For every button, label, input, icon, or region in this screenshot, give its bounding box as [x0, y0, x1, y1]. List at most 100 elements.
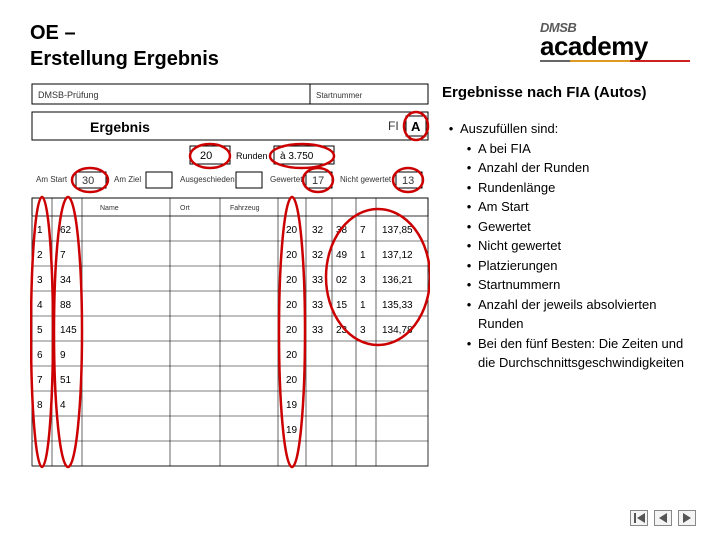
lbl-ngew: Nicht gewertet [340, 175, 392, 184]
table-cell: 20 [286, 350, 298, 361]
logo-stripe [540, 60, 690, 62]
table-cell: 7 [360, 225, 366, 236]
slide-title: OE – Erstellung Ergebnis [30, 20, 219, 72]
bullet-list: • Auszufüllen sind: •A bei FIA•Anzahl de… [442, 119, 690, 373]
sub-bullet-text: Anzahl der jeweils absolvierten Runden [478, 295, 690, 334]
table-cell: 9 [60, 350, 66, 361]
table-cell: 137,12 [382, 250, 413, 261]
table-cell: 51 [60, 375, 72, 386]
nav-prev-button[interactable] [654, 510, 672, 526]
sub-bullet-text: Am Start [478, 197, 529, 217]
bullet-marker: • [460, 139, 478, 159]
lbl-gew: Gewertet [270, 175, 303, 184]
lbl-aus: Ausgeschieden [180, 175, 235, 184]
bullet-marker: • [460, 275, 478, 295]
logo: DMSB academy [540, 20, 690, 62]
sub-bullet-text: Nicht gewertet [478, 236, 561, 256]
table-cell: 20 [286, 375, 298, 386]
table-cell: 3 [360, 325, 366, 336]
runden-label: Runden [236, 151, 268, 161]
title-line2: Erstellung Ergebnis [30, 48, 219, 70]
sub-bullet-item: •Gewertet [460, 217, 690, 237]
sub-bullet-item: •Am Start [460, 197, 690, 217]
table-cell: 3 [37, 275, 43, 286]
table-cell: 15 [336, 300, 348, 311]
val-gew: 17 [312, 175, 324, 187]
bullet-marker: • [460, 236, 478, 256]
sub-bullet-item: •Nicht gewertet [460, 236, 690, 256]
sub-bullet-item: •Bei den fünf Besten: Die Zeiten und die… [460, 334, 690, 373]
sub-bullet-text: Startnummern [478, 275, 560, 295]
runden-val: 20 [200, 150, 212, 162]
table-cell: 32 [312, 225, 324, 236]
bullet-marker: • [460, 334, 478, 354]
sub-bullet-text: Anzahl der Runden [478, 158, 589, 178]
sub-bullet-item: •Anzahl der jeweils absolvierten Runden [460, 295, 690, 334]
zu-val: à 3.750 [280, 151, 314, 162]
lbl-ort: Ort [180, 205, 190, 212]
logo-sub: academy [540, 35, 648, 58]
nav-first-button[interactable] [630, 510, 648, 526]
table-cell: 4 [60, 400, 66, 411]
bullet-marker: • [460, 197, 478, 217]
sub-bullet-item: •Platzierungen [460, 256, 690, 276]
right-heading: Ergebnisse nach FIA (Autos) [442, 84, 690, 101]
instructions-panel: Ergebnisse nach FIA (Autos) • Auszufülle… [442, 82, 690, 472]
table-cell: 1 [360, 250, 366, 261]
table-cell: 1 [37, 225, 43, 236]
table-cell: 5 [37, 325, 43, 336]
main-bullet: Auszufüllen sind: [460, 119, 558, 139]
sub-bullet-text: A bei FIA [478, 139, 531, 159]
table-cell: 20 [286, 250, 298, 261]
table-cell: 2 [37, 250, 43, 261]
table-cell: 33 [312, 300, 324, 311]
table-cell: 19 [286, 400, 298, 411]
table-cell: 3 [360, 275, 366, 286]
lbl-name: Name [100, 205, 119, 212]
sub-bullet-item: •Startnummern [460, 275, 690, 295]
table-cell: 02 [336, 275, 348, 286]
table-cell: 49 [336, 250, 348, 261]
title-line1: OE – [30, 22, 76, 44]
table-cell: 88 [60, 300, 72, 311]
fia-value: A [411, 119, 421, 134]
sub-bullet-item: •Rundenlänge [460, 178, 690, 198]
bullet-marker: • [460, 178, 478, 198]
form-svg: DMSB-Prüfung Startnummer Ergebnis FI A 2… [30, 82, 430, 472]
sub-bullet-text: Bei den fünf Besten: Die Zeiten und die … [478, 334, 690, 373]
lbl-amstart: Am Start [36, 175, 68, 184]
annotation-circles [31, 112, 430, 467]
sub-bullet-text: Platzierungen [478, 256, 558, 276]
table-cell: 33 [312, 275, 324, 286]
table-cell: 137,85 [382, 225, 413, 236]
table-cell: 20 [286, 275, 298, 286]
table-cell: 19 [286, 425, 298, 436]
form-title: Ergebnis [90, 119, 150, 135]
table-cell: 4 [37, 300, 43, 311]
fia-label: FI [388, 119, 399, 133]
table-cell: 33 [312, 325, 324, 336]
table-cell: 32 [312, 250, 324, 261]
table-cell: 145 [60, 325, 77, 336]
table-cell: 8 [37, 400, 43, 411]
bullet-marker: • [442, 119, 460, 139]
table-cell: 135,33 [382, 300, 413, 311]
bullet-marker: • [460, 158, 478, 178]
val-ngew: 13 [402, 175, 414, 187]
bullet-marker: • [460, 256, 478, 276]
table-cell: 20 [286, 225, 298, 236]
table-cell: 20 [286, 325, 298, 336]
sub-bullet-item: •Anzahl der Runden [460, 158, 690, 178]
lbl-fz: Fahrzeug [230, 205, 260, 212]
table-cell: 34 [60, 275, 72, 286]
form-header-left: DMSB-Prüfung [38, 90, 99, 100]
nav-next-button[interactable] [678, 510, 696, 526]
sub-bullet-text: Gewertet [478, 217, 531, 237]
lbl-amziel: Am Ziel [114, 175, 141, 184]
table-cell: 134,78 [382, 325, 413, 336]
sub-bullet-item: •A bei FIA [460, 139, 690, 159]
table-cell: 7 [37, 375, 43, 386]
table-cell: 136,21 [382, 275, 413, 286]
val-amstart: 30 [82, 175, 94, 187]
result-form-image: DMSB-Prüfung Startnummer Ergebnis FI A 2… [30, 82, 430, 472]
